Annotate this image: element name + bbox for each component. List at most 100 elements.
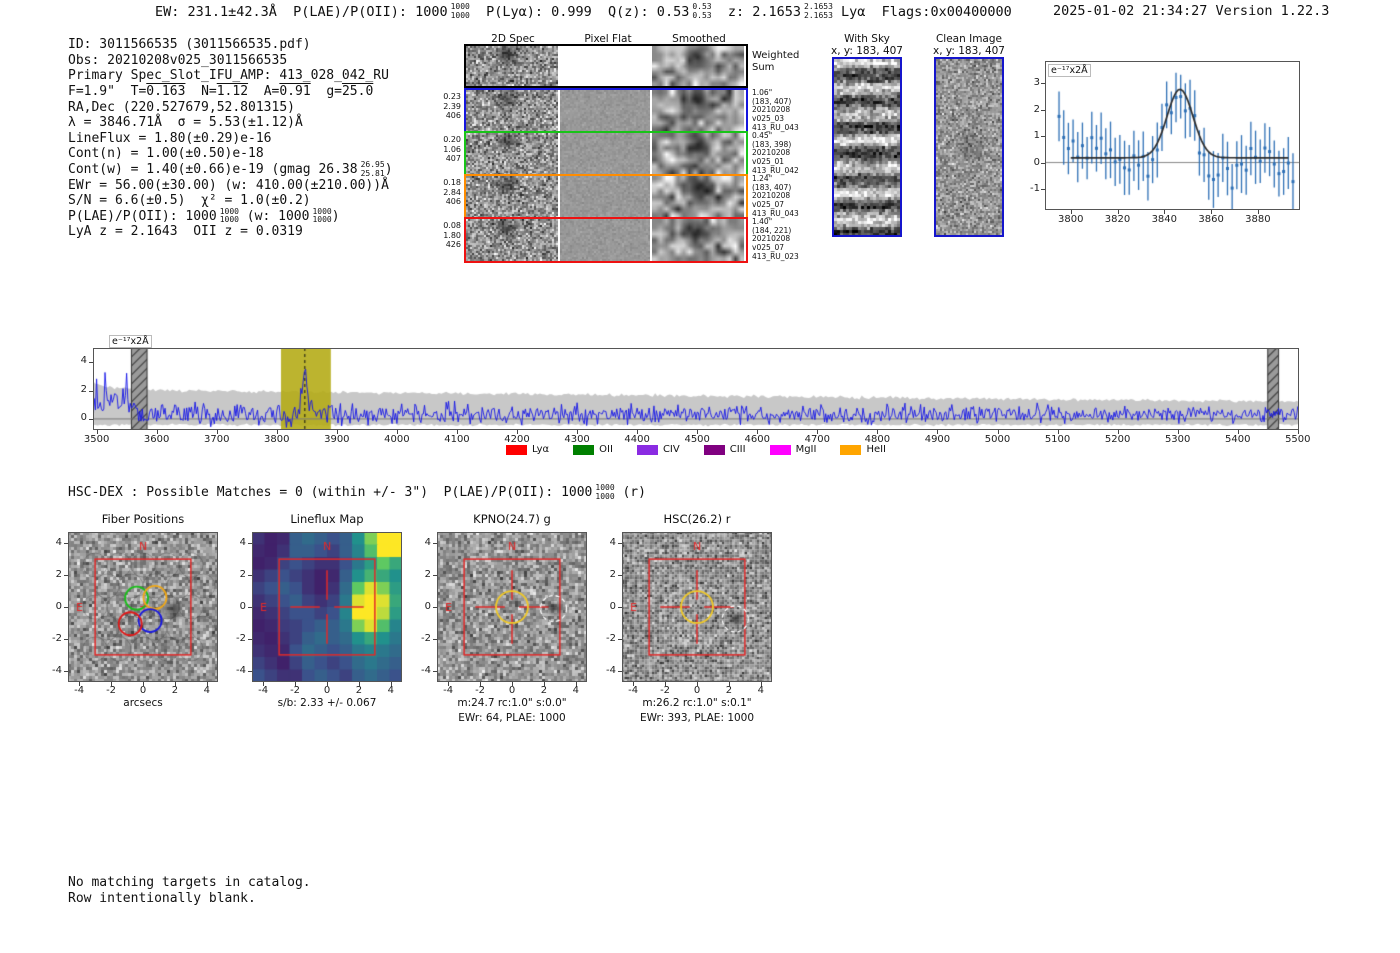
text-segment: (w: 1000: [238, 208, 310, 224]
x-tick: [937, 430, 939, 434]
panel-y-tick: [64, 607, 68, 608]
spectrum-legend: Lyα OII CIV CIII MgII HeII: [93, 444, 1299, 455]
panel-x-tick: [448, 682, 450, 686]
y-tick-label: 1: [1033, 130, 1040, 142]
left-label-line: 1.06: [443, 144, 461, 154]
panel-y-tick: [64, 543, 68, 545]
x-tick-label: 4500: [684, 434, 710, 445]
stacked-high: 1000: [219, 206, 239, 216]
x-tick-label: 3600: [143, 434, 170, 445]
catalog-note-line: Row intentionally blank.: [68, 890, 256, 906]
panel-y-tick-label: 4: [609, 537, 616, 549]
panel-x-tick-label: -2: [290, 685, 301, 696]
panel-y-tick-label: 0: [424, 601, 431, 612]
text-segment: ): [331, 208, 340, 224]
pixelflat-cell: [560, 219, 650, 261]
panel-caption-2: EWr: 64, PLAE: 1000: [458, 712, 566, 724]
panel-x-tick-label: 0: [693, 685, 701, 696]
x-tick-label: 4200: [504, 434, 530, 445]
panel-y-tick: [248, 543, 252, 545]
panel-y-tick: [433, 638, 437, 640]
panel-title: Fiber Positions: [101, 512, 185, 526]
panel-y-tick: [618, 575, 622, 577]
cutout-left-labels: 0.20 1.06 407: [405, 135, 461, 164]
weighted-sum-line: Sum: [752, 62, 775, 73]
panel-title: HSC(26.2) r: [663, 512, 731, 526]
panel-y-tick: [248, 575, 252, 577]
y-tick: [1041, 162, 1045, 164]
x-tick-label: 5500: [1285, 434, 1311, 445]
x-tick-label: 4300: [564, 434, 590, 445]
panel-x-tick-label: -2: [106, 685, 117, 696]
stacked-high: 1000: [450, 2, 470, 11]
x-tick-label: 4600: [744, 434, 770, 445]
info-line: RA,Dec (220.527679,52.801315): [68, 99, 393, 115]
x-tick-label: 4900: [924, 434, 951, 445]
y-tick-label: -1: [1030, 182, 1040, 194]
cutout-left-labels: 0.23 2.39 406: [405, 92, 461, 121]
y-tick-label: 4: [80, 355, 87, 367]
panel-y-tick-label: -2: [421, 632, 431, 644]
x-tick: [276, 430, 278, 434]
x-tick: [1177, 430, 1179, 434]
stacked-high-low: 1000 1000: [595, 483, 614, 501]
panel-y-tick-label: 4: [55, 537, 62, 549]
panel-x-tick: [575, 682, 577, 686]
text-segment: 25.0: [341, 84, 374, 100]
y-tick: [89, 418, 93, 420]
pixelflat-cell: [560, 90, 650, 132]
panel-x-tick-label: -4: [443, 685, 454, 696]
pixelflat-cell: [560, 176, 650, 218]
cutout-right-labels: 1.40" (184, 221) 20210208 v025_07 413_RU_023: [752, 217, 799, 262]
panel-x-tick-label: 2: [355, 685, 363, 696]
pixelflat-cell: [560, 133, 650, 175]
panel-x-tick-label: -2: [660, 685, 671, 696]
left-label-line: 406: [445, 111, 461, 120]
text-segment: z: 2.1653: [711, 3, 801, 20]
text-segment: P(Lyα): 0.999 Q(z): 0.53: [469, 3, 690, 20]
stacked-low: 25.81: [360, 168, 385, 178]
panel-x-tick-label: 2: [540, 685, 548, 696]
weighted-sum-line: Weighted: [752, 50, 800, 61]
panel-image-2: [437, 532, 587, 682]
panel-y-tick-label: 2: [239, 569, 246, 581]
x-tick-label: 5300: [1164, 434, 1191, 445]
right-label-line: 0.45": [752, 131, 773, 140]
cutout-row: [464, 88, 748, 134]
text-segment: Cont(w) = 1.40(±0.66)e-19 (gmag 26.38: [68, 162, 358, 178]
text-segment: RA,Dec (220.527679,52.801315): [68, 99, 295, 115]
spectrum-canvas: [93, 348, 1299, 430]
panel-x-tick: [327, 682, 328, 686]
fit-plot-canvas: [1045, 61, 1300, 210]
info-line: Cont(w) = 1.40(±0.66)e-19 (gmag 26.38 26.…: [68, 161, 393, 178]
y-tick-label: 3: [1033, 77, 1040, 89]
text-segment: 1.12: [216, 84, 249, 100]
text-segment: 0.163: [146, 84, 186, 100]
spec2d-cell: [466, 219, 558, 261]
right-label-line: v025_03: [752, 114, 785, 124]
legend-item: Lyα: [505, 444, 549, 455]
right-label-line: 413_RU_023: [752, 251, 799, 261]
panel-y-tick: [433, 543, 437, 545]
cutout-row: [464, 131, 748, 177]
units-annotation: e⁻¹⁷x2Å: [109, 335, 152, 348]
stacked-high-low: 2.1653 2.1653: [804, 2, 833, 20]
info-line: λ = 3846.71Å σ = 5.53(±1.12)Å: [68, 115, 393, 131]
stacked-high-low: 1000 1000: [450, 2, 470, 20]
panel-x-tick: [480, 682, 482, 686]
legend-swatch: [840, 444, 862, 455]
x-tick-label: 3840: [1151, 214, 1178, 225]
sky-panel-title-line: Clean Image: [935, 33, 1003, 45]
right-label-line: 1.06": [752, 88, 773, 97]
x-tick: [1117, 430, 1119, 434]
panel-x-tick-label: 4: [203, 685, 211, 696]
panel-x-tick-label: 2: [171, 685, 179, 696]
legend-label: CIII: [729, 444, 746, 455]
sky-panel-title: With Sky x, y: 183, 407: [831, 33, 903, 57]
sky-panel-coords: x, y: 183, 407: [831, 45, 903, 57]
x-tick-label: 4700: [804, 434, 831, 445]
cutout-right-labels: 1.06" (183, 407) 20210208 v025_03 413_RU_043: [752, 88, 799, 133]
weighted-sum-label: Weighted Sum: [752, 50, 799, 74]
right-label-line: (183, 407): [752, 96, 792, 106]
